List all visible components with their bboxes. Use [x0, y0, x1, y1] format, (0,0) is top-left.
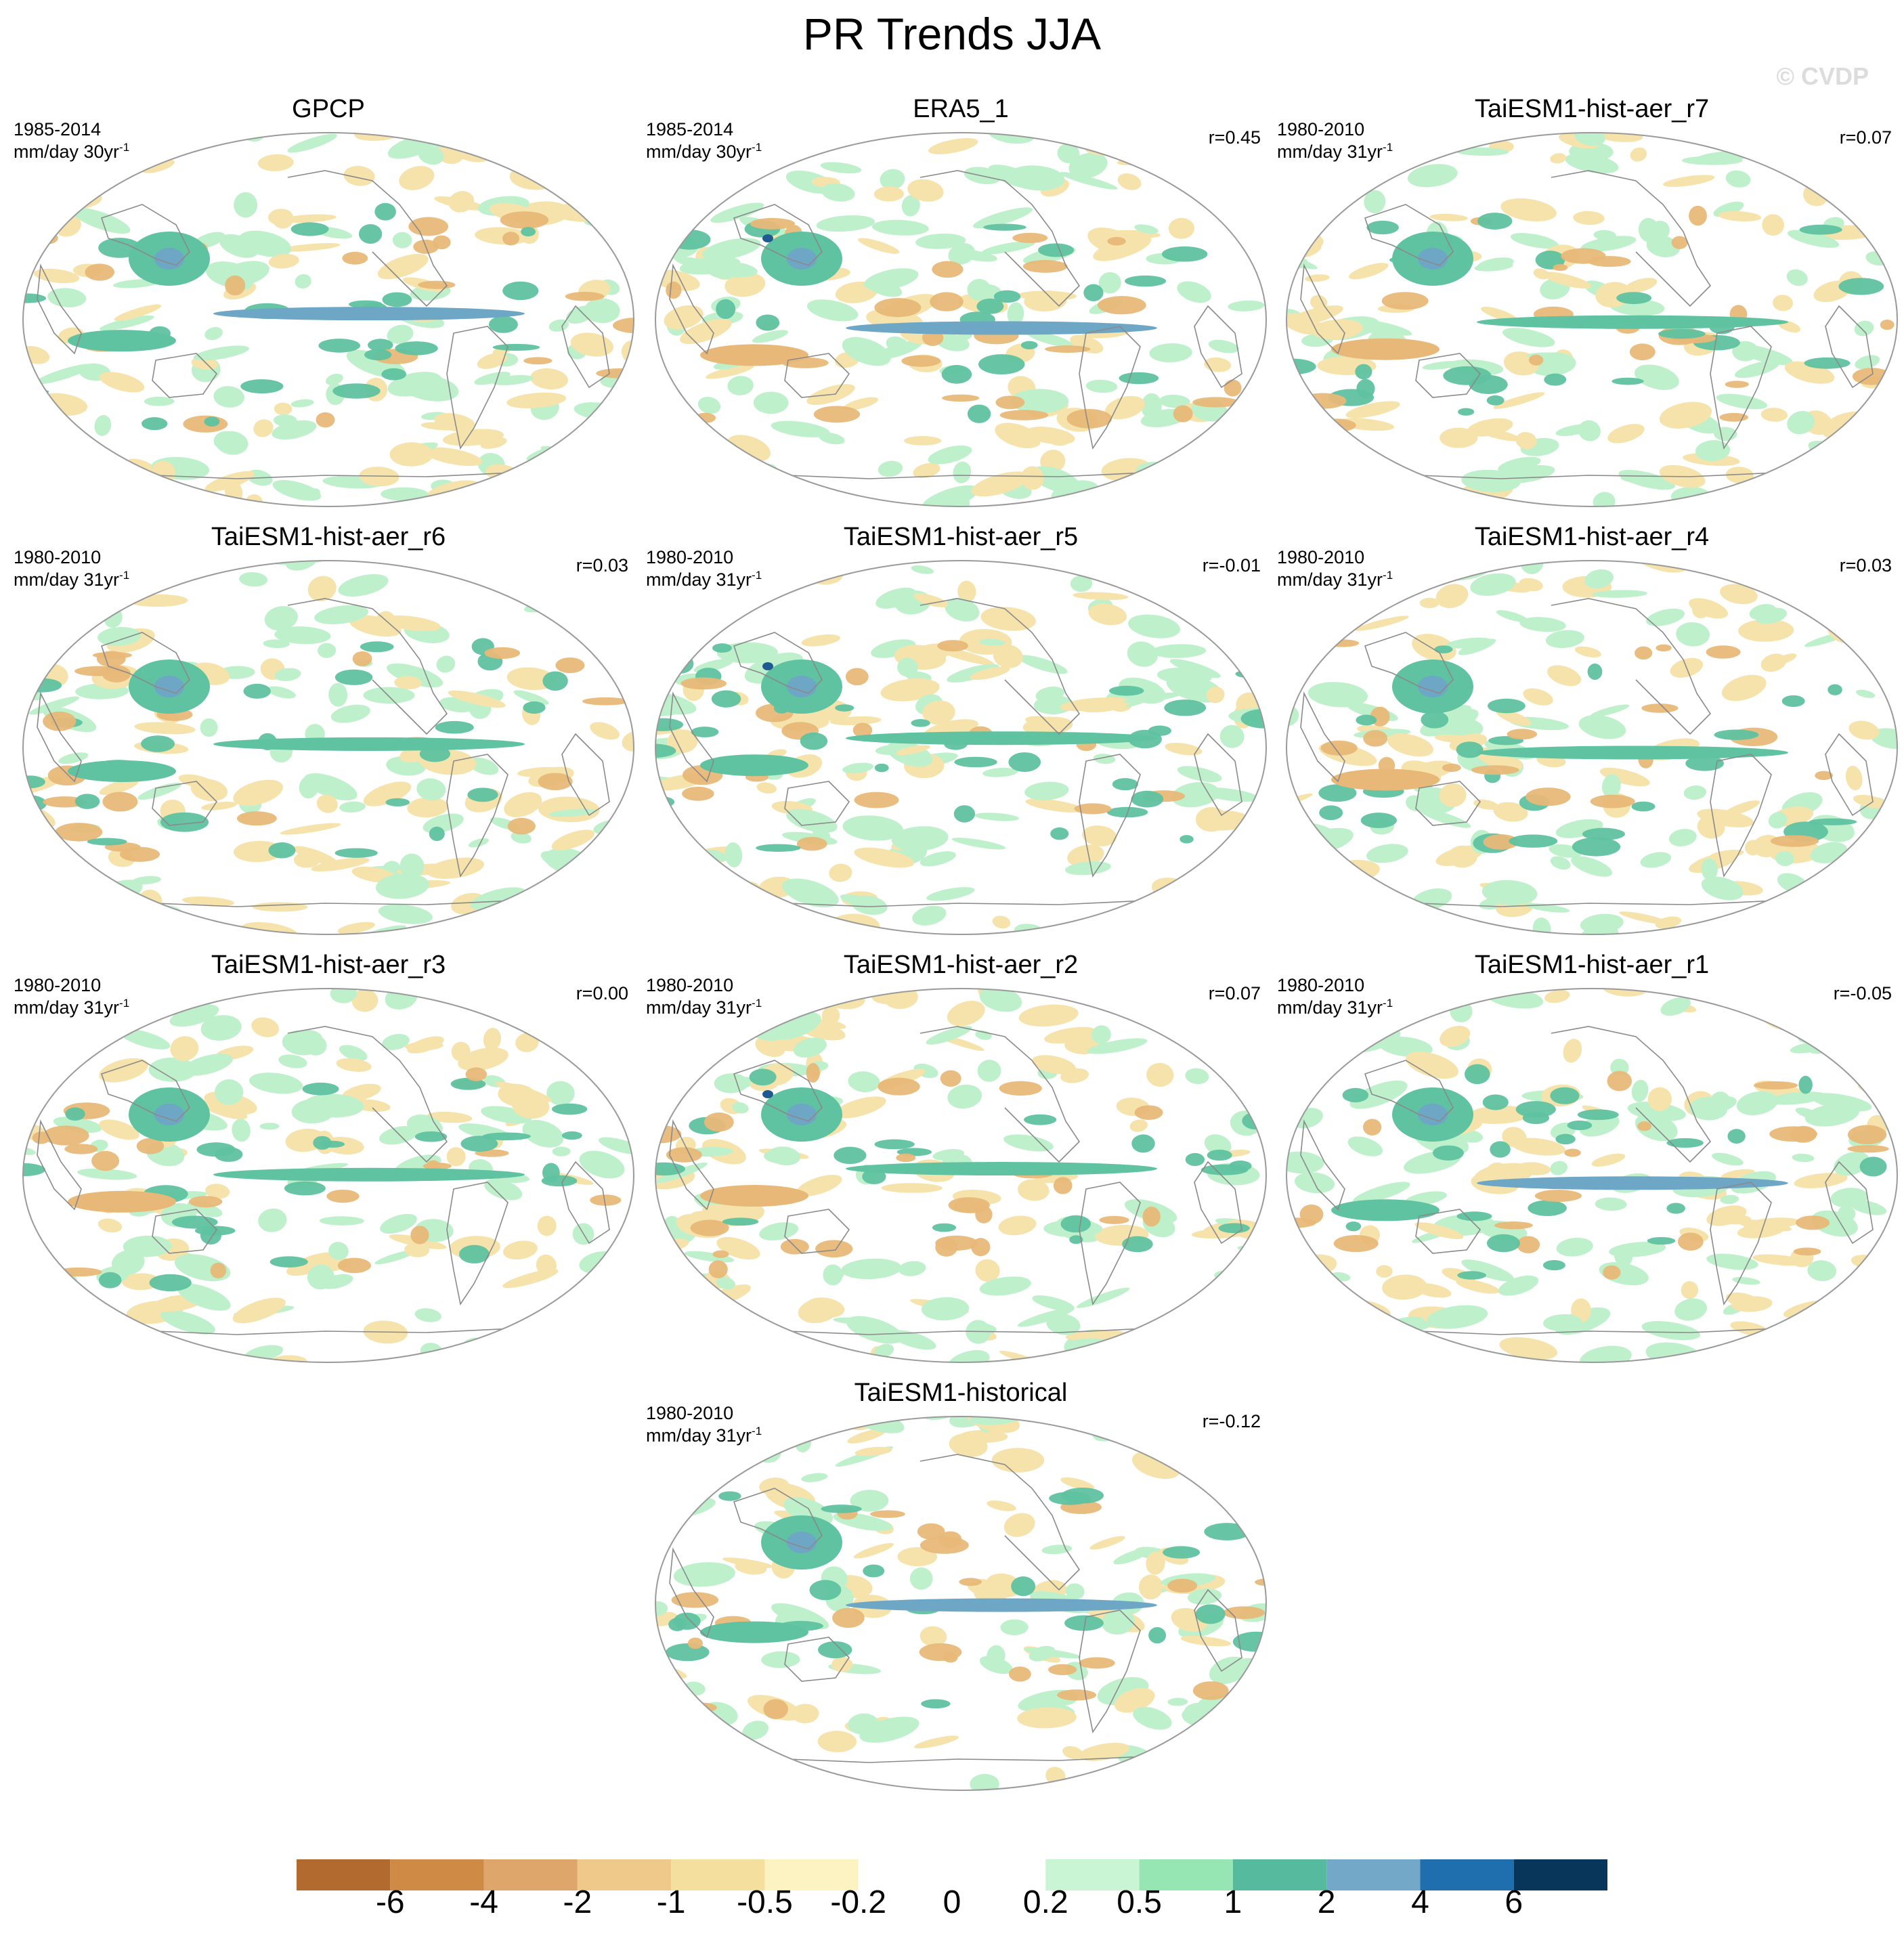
panel-units: mm/day 30yr-1: [646, 141, 762, 162]
robinson-map: [22, 560, 634, 935]
pattern-correlation: r=0.07: [1839, 127, 1892, 148]
colorbar-segment: [1513, 1859, 1607, 1890]
panel-units: mm/day 31yr-1: [646, 997, 762, 1018]
colorbar-tick-label: -2: [563, 1884, 592, 1920]
panel-units: mm/day 31yr-1: [14, 997, 130, 1018]
colorbar-segment: [1420, 1859, 1514, 1890]
pattern-correlation: r=-0.01: [1202, 555, 1261, 576]
robinson-map: [655, 1416, 1267, 1791]
colorbar: [297, 1859, 1607, 1890]
pattern-correlation: r=0.00: [576, 983, 628, 1003]
panel-period: 1980-2010: [646, 1403, 734, 1423]
precip-trend-field: [655, 133, 1266, 506]
robinson-map: [1286, 560, 1898, 935]
pattern-correlation: r=-0.12: [1202, 1411, 1261, 1431]
colorbar-segment: [577, 1859, 672, 1890]
colorbar-tick-label: -0.2: [830, 1884, 887, 1920]
colorbar-segment: [1045, 1859, 1140, 1890]
map-panel: TaiESM1-hist-aer_r1 1980-2010 mm/day 31yr-…: [1277, 951, 1904, 1381]
panel-period: 1985-2014: [646, 119, 734, 139]
colorbar-segment: [671, 1859, 765, 1890]
panel-period: 1980-2010: [1277, 119, 1365, 139]
panel-period: 1985-2014: [14, 119, 102, 139]
panel-title: GPCP: [292, 95, 365, 123]
colorbar-segment: [1139, 1859, 1233, 1890]
colorbar-tick-label: 6: [1505, 1884, 1523, 1920]
pattern-correlation: r=0.03: [576, 555, 628, 576]
panel-title: TaiESM1-hist-aer_r5: [843, 523, 1079, 551]
robinson-map: [655, 132, 1267, 507]
pattern-correlation: r=-0.05: [1833, 983, 1892, 1003]
panel-units: mm/day 31yr-1: [1277, 569, 1393, 590]
colorbar-segment: [483, 1859, 578, 1890]
colorbar-segment: [297, 1859, 391, 1890]
colorbar-tick-label: 2: [1317, 1884, 1336, 1920]
precip-trend-field: [1286, 561, 1897, 934]
panel-title: TaiESM1-hist-aer_r7: [1474, 95, 1710, 123]
panel-units: mm/day 31yr-1: [1277, 141, 1393, 162]
colorbar-segment: [858, 1859, 952, 1890]
precip-trend-field: [23, 133, 634, 506]
robinson-map: [655, 988, 1267, 1363]
map-panel: TaiESM1-hist-aer_r5 1980-2010 mm/day 31yr-…: [646, 523, 1276, 953]
pattern-correlation: r=0.03: [1839, 555, 1892, 576]
robinson-map: [1286, 132, 1898, 507]
colorbar-segment: [1326, 1859, 1421, 1890]
panel-units: mm/day 31yr-1: [646, 569, 762, 590]
colorbar-segment: [952, 1859, 1046, 1890]
cvdp-watermark: © CVDP: [1776, 62, 1869, 90]
panel-units: mm/day 30yr-1: [14, 141, 130, 162]
map-panel: TaiESM1-hist-aer_r3 1980-2010 mm/day 31yr-…: [14, 951, 643, 1381]
robinson-map: [22, 132, 634, 507]
panel-title: ERA5_1: [913, 95, 1009, 123]
map-panel: TaiESM1-hist-aer_r2 1980-2010 mm/day 31yr-…: [646, 951, 1276, 1381]
panel-title: TaiESM1-hist-aer_r1: [1474, 951, 1710, 979]
colorbar-tick-label: -6: [375, 1884, 405, 1920]
map-panel: GPCP 1985-2014 mm/day 30yr-1: [14, 95, 643, 525]
panel-units: mm/day 31yr-1: [646, 1425, 762, 1446]
precip-trend-field: [1286, 133, 1897, 506]
colorbar-tick-label: 0: [943, 1884, 961, 1920]
colorbar-labels: -6 -4 -2 -1 -0.5 -0.2 0 0.2 0.5 1 2 4 6: [0, 1884, 1904, 1931]
panel-period: 1980-2010: [14, 975, 102, 995]
colorbar-tick-label: 4: [1411, 1884, 1429, 1920]
map-panel: ERA5_1 1985-2014 mm/day 30yr-1 r=0.45: [646, 95, 1276, 525]
colorbar-segment: [1232, 1859, 1327, 1890]
panel-period: 1980-2010: [1277, 547, 1365, 567]
panel-units: mm/day 31yr-1: [14, 569, 130, 590]
colorbar-tick-label: -0.5: [737, 1884, 793, 1920]
figure-title: PR Trends JJA: [802, 9, 1102, 59]
panel-period: 1980-2010: [646, 975, 734, 995]
panel-period: 1980-2010: [1277, 975, 1365, 995]
colorbar-tick-label: 0.5: [1117, 1884, 1162, 1920]
precip-trend-field: [655, 989, 1266, 1362]
colorbar-tick-label: -1: [656, 1884, 686, 1920]
panel-title: TaiESM1-hist-aer_r4: [1474, 523, 1710, 551]
map-panel: TaiESM1-historical 1980-2010 mm/day 31yr-1…: [646, 1379, 1276, 1809]
colorbar-tick-label: -4: [469, 1884, 498, 1920]
map-panel: TaiESM1-hist-aer_r4 1980-2010 mm/day 31yr-…: [1277, 523, 1904, 953]
panel-title: TaiESM1-hist-aer_r3: [211, 951, 446, 979]
panel-units: mm/day 31yr-1: [1277, 997, 1393, 1018]
pattern-correlation: r=0.07: [1208, 983, 1261, 1003]
map-panel: TaiESM1-hist-aer_r7 1980-2010 mm/day 31yr-…: [1277, 95, 1904, 525]
pattern-correlation: r=0.45: [1208, 127, 1261, 148]
colorbar-tick-label: 0.2: [1022, 1884, 1068, 1920]
panel-title: TaiESM1-hist-aer_r6: [211, 523, 446, 551]
colorbar-segment: [764, 1859, 859, 1890]
robinson-map: [1286, 988, 1898, 1363]
panel-title: TaiESM1-hist-aer_r2: [843, 951, 1079, 979]
panel-period: 1980-2010: [646, 547, 734, 567]
robinson-map: [22, 988, 634, 1363]
precip-trend-field: [23, 561, 634, 934]
colorbar-tick-label: 1: [1224, 1884, 1242, 1920]
panel-period: 1980-2010: [14, 547, 102, 567]
map-panel: TaiESM1-hist-aer_r6 1980-2010 mm/day 31yr-…: [14, 523, 643, 953]
panel-title: TaiESM1-historical: [854, 1379, 1068, 1407]
robinson-map: [655, 560, 1267, 935]
colorbar-segment: [390, 1859, 484, 1890]
